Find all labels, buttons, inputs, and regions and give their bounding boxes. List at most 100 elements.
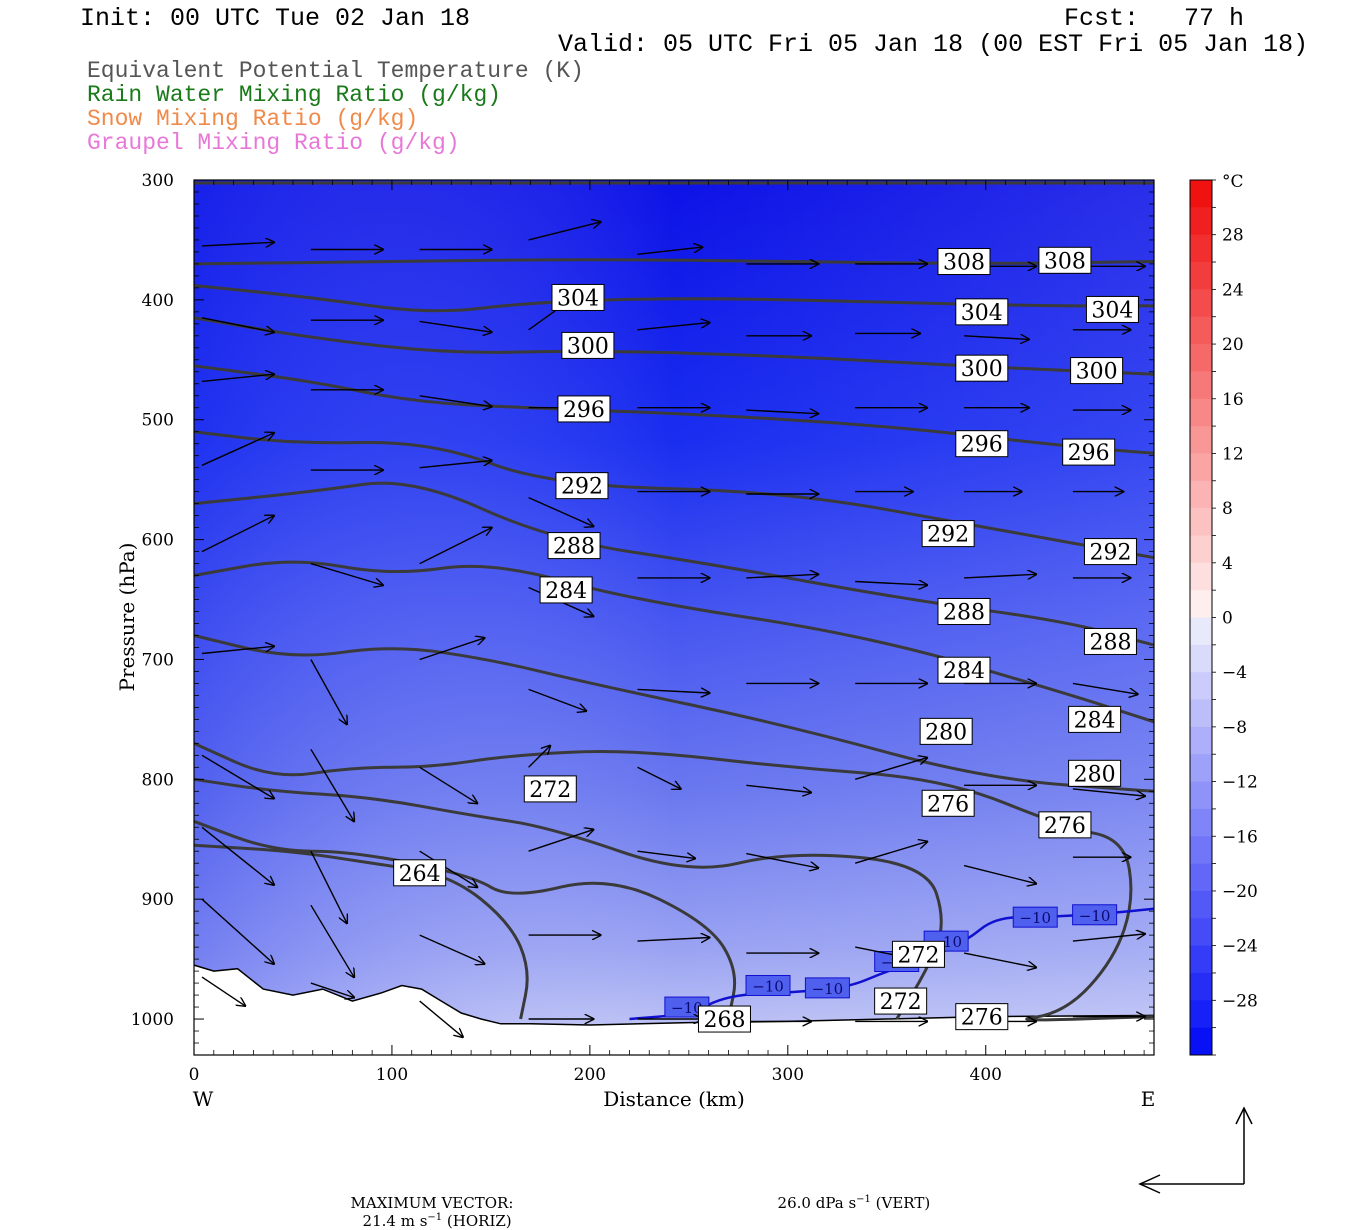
isotherm-label: −10 [1072, 904, 1118, 926]
isotherm-label: −10 [745, 974, 791, 996]
colorbar-step [1190, 535, 1212, 564]
colorbar-step [1190, 808, 1212, 837]
x-tick-label: 200 [574, 1065, 606, 1085]
colorbar-step [1190, 1027, 1212, 1056]
contour-label-box [551, 283, 605, 311]
theta-e-contour-276 [193, 742, 1155, 1022]
wind-vector [419, 850, 478, 887]
contour-label-box [937, 598, 991, 626]
contour-label-box [557, 395, 611, 423]
colorbar-tick-label: 16 [1222, 390, 1244, 410]
isotherm-label-box [804, 977, 850, 999]
wind-vector [201, 433, 274, 466]
contour-label-text: 292 [561, 475, 603, 500]
contour-label-308: 308 [1038, 246, 1092, 274]
horiz-exp: −1 [427, 1212, 443, 1223]
contour-label-text: 296 [1068, 441, 1110, 466]
contour-label-text: 304 [961, 301, 1003, 326]
temperature-shading-overlay [194, 180, 1154, 1055]
vert-value: 26.0 dPa s [777, 1194, 857, 1212]
contour-label-284: 284 [539, 576, 593, 604]
contour-label-box [921, 520, 975, 548]
wind-vector [201, 754, 274, 798]
contour-label-text: 284 [1074, 708, 1116, 733]
plot-frame [193, 179, 1155, 1056]
wind-vector [310, 562, 383, 586]
wind-vector [746, 410, 818, 414]
colorbar-step [1190, 316, 1212, 345]
x-tick-label: 300 [772, 1065, 804, 1085]
contour-label-text: 268 [703, 1008, 745, 1033]
colorbar-step [1190, 289, 1212, 318]
y-axis-title: Pressure (hPa) [115, 543, 139, 692]
contour-label-276: 276 [1038, 811, 1092, 839]
wind-vector [310, 982, 354, 997]
wind-vector [419, 1000, 463, 1037]
horiz-suffix: (HORIZ) [442, 1212, 512, 1230]
contour-label-288: 288 [937, 598, 991, 626]
init-time: Init: 00 UTC Tue 02 Jan 18 [80, 4, 471, 33]
contour-label-box [955, 354, 1009, 382]
wind-vector [746, 852, 818, 868]
contour-label-box [955, 1003, 1009, 1031]
contour-label-text: 264 [399, 862, 441, 887]
theta-e-contour-272 [193, 777, 943, 1020]
theta-e-contour-280 [193, 634, 1155, 793]
contour-label-box [561, 331, 615, 359]
contour-label-264: 264 [393, 859, 447, 887]
wind-vector [201, 826, 274, 885]
contour-label-288: 288 [547, 532, 601, 560]
contour-label-box [547, 532, 601, 560]
contour-label-272: 272 [891, 940, 945, 968]
contour-label-box [1068, 759, 1122, 787]
isotherm-label-box [745, 974, 791, 996]
colorbar-step [1190, 344, 1212, 372]
wind-vector [637, 766, 681, 789]
wind-vector [310, 659, 347, 725]
colorbar-tick-label: 4 [1222, 554, 1233, 574]
contour-label-text: 288 [553, 535, 595, 560]
contour-label-text: 280 [925, 720, 967, 745]
isotherm-label: −10 [664, 996, 710, 1018]
wind-vector [637, 323, 710, 331]
contour-label-text: 276 [961, 1006, 1003, 1031]
wind-vector [963, 864, 1036, 884]
colorbar-step [1190, 672, 1212, 700]
y-tick-label: 300 [142, 171, 174, 191]
colorbar-tick-label: 28 [1222, 226, 1244, 246]
wind-vector [1072, 682, 1138, 694]
contour-label-text: 284 [943, 659, 985, 684]
contour-label-280: 280 [919, 717, 973, 745]
theta-e-contour-292 [193, 430, 1155, 560]
contour-label-text: 276 [927, 792, 969, 817]
contour-label-box [955, 430, 1009, 458]
colorbar-step [1190, 918, 1212, 947]
contour-label-box [1070, 357, 1124, 385]
max-vector-footer: MAXIMUM VECTOR: 21.4 m s−1 (HORIZ) [341, 1176, 514, 1230]
wind-vector [201, 646, 274, 655]
wind-vector [310, 748, 354, 821]
wind-vector [419, 934, 485, 964]
contour-label-box [937, 248, 991, 276]
vertical-reference-arrowhead [1235, 1106, 1253, 1125]
colorbar-step [1190, 699, 1212, 728]
contour-label-text: 288 [943, 601, 985, 626]
colorbar-step [1190, 234, 1212, 263]
max-vector-label: MAXIMUM VECTOR: [350, 1194, 514, 1212]
vert-vector-footer: 26.0 dPa s−1 (VERT) [768, 1176, 931, 1212]
colorbar-step [1190, 781, 1212, 810]
isotherm-label-text: −10 [1019, 909, 1051, 927]
contour-label-280: 280 [1068, 759, 1122, 787]
colorbar-step [1190, 836, 1212, 865]
contour-label-304: 304 [1085, 295, 1139, 323]
x-end-label-west: W [193, 1087, 214, 1111]
wind-vector [419, 395, 492, 407]
contour-label-box [1083, 627, 1137, 655]
wind-vector [419, 320, 492, 332]
wind-vector [637, 850, 696, 858]
contour-label-box [1083, 538, 1137, 566]
contour-label-272: 272 [523, 775, 577, 803]
isotherm-label-box [1012, 906, 1058, 928]
colorbar-step [1190, 180, 1212, 208]
